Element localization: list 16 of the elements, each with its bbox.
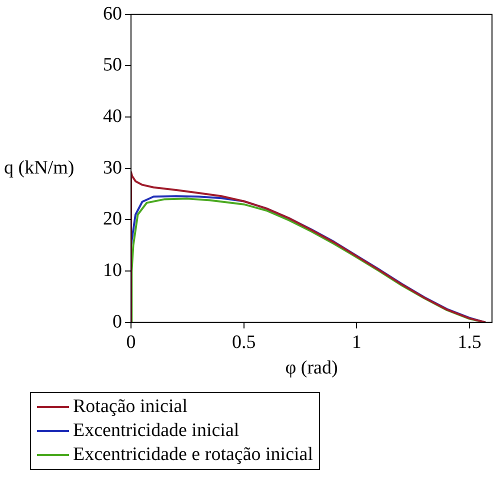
x-tick-label: 1.5 bbox=[458, 332, 482, 353]
y-tick-label: 20 bbox=[103, 208, 122, 230]
y-axis-title: q (kN/m) bbox=[4, 157, 74, 178]
legend-label: Excentricidade e rotação inicial bbox=[73, 443, 314, 467]
x-tick-label: 0 bbox=[126, 332, 136, 353]
y-tick-label: 60 bbox=[103, 3, 122, 24]
y-tick-label: 10 bbox=[103, 260, 122, 282]
legend-label: Rotação inicial bbox=[73, 395, 188, 419]
x-tick-label: 0.5 bbox=[232, 332, 256, 353]
legend-label: Excentricidade inicial bbox=[73, 419, 240, 443]
y-tick-label: 0 bbox=[112, 311, 122, 332]
x-tick-label: 1 bbox=[352, 332, 362, 353]
y-tick-label: 30 bbox=[103, 157, 122, 178]
y-tick-label: 50 bbox=[103, 54, 122, 76]
x-axis-title: φ (rad) bbox=[285, 358, 338, 379]
y-tick-label: 40 bbox=[103, 106, 122, 128]
